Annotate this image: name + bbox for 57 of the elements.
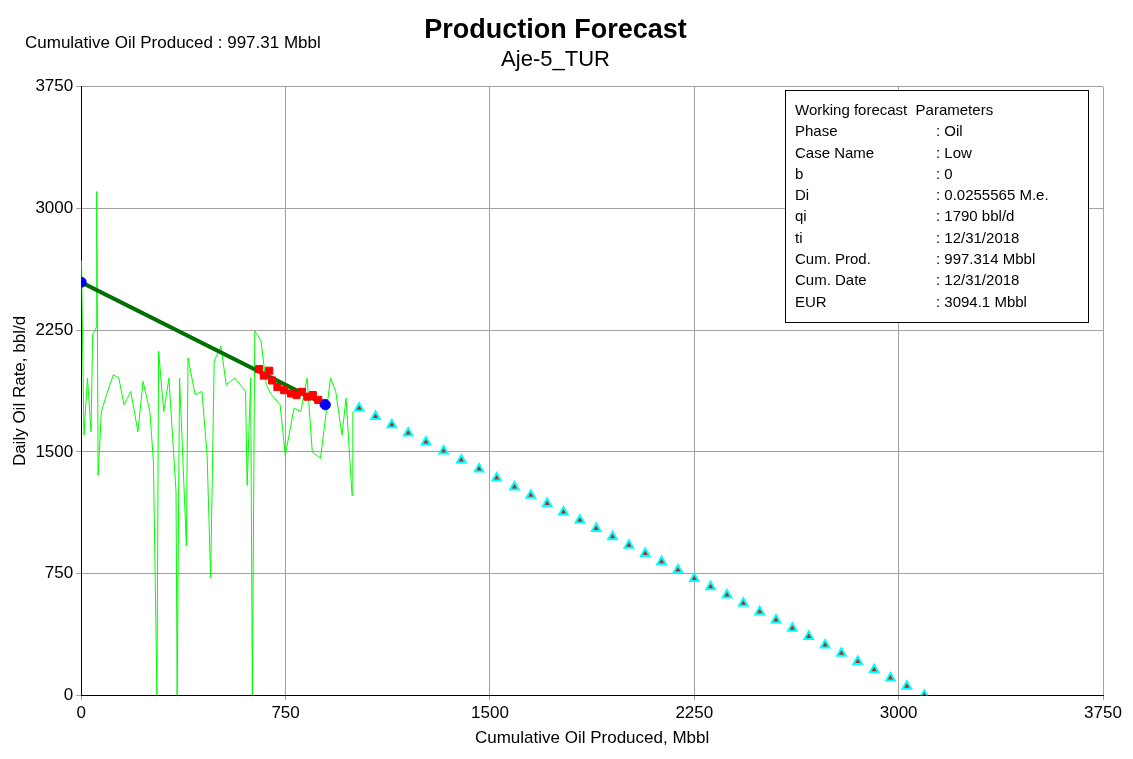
x-tick-label: 3750 [1084,703,1122,723]
point [819,638,831,649]
point [370,410,381,420]
text: Cumulative Oil Produced : 997.31 Mbbl [25,33,321,52]
y-tick-label: 2250 [35,319,74,339]
x-tick-label: 2250 [675,703,714,723]
point [265,366,274,375]
x-tick-label: 1500 [471,703,509,723]
annotation: Working forecast Parameters [795,100,994,120]
point [273,382,282,391]
point [574,514,586,524]
point [438,445,449,455]
point [455,454,467,464]
point [491,472,503,482]
point [770,613,782,624]
y-tick-label: 0 [63,684,74,704]
point [541,497,553,508]
x-tick-label: 750 [271,703,300,723]
point [901,680,913,690]
point [267,376,276,385]
x-axis-title: Cumulative Oil Produced, Mbbl [474,728,710,748]
point [754,605,766,616]
point [525,489,537,499]
point [868,663,880,674]
point [353,402,365,412]
y-tick-label: 1500 [35,441,74,461]
point [672,564,684,574]
x-tick-label: 3000 [879,703,918,723]
point [885,672,896,682]
point [402,427,414,437]
point [509,481,520,491]
point [836,647,847,657]
chart-subtitle: Aje-5_TUR [501,45,610,71]
y-axis-title: Daily Oil Rate, bbl/d [9,315,29,467]
point [590,522,602,533]
point [255,365,264,374]
point [738,597,749,607]
point [420,436,432,446]
point [656,555,667,566]
point [787,622,798,632]
point [558,506,569,516]
point [639,547,651,558]
point [803,630,815,640]
parameters-box: Working forecast Parameters Phase : Oil Case Name : Low b : 0 Di : 0.0255565 M.e. qi : 1790 bbl/d ti : 12/31/2018 Cum. Prod. : 997.314 Mbbl Cum. Date : 12/31/2018 EUR : 3094.1 Mbbl [785,90,1089,323]
point [705,580,716,591]
y-tick-label: 3750 [35,76,74,96]
point [852,655,864,665]
point [623,539,635,549]
point [473,463,485,473]
point [688,572,700,582]
chart-title: Production Forecast [424,13,687,44]
point [721,588,733,599]
point [280,386,289,395]
y-tick-label: 750 [44,563,74,583]
y-tick-label: 3000 [35,198,74,218]
point [386,418,398,429]
point [607,530,618,541]
